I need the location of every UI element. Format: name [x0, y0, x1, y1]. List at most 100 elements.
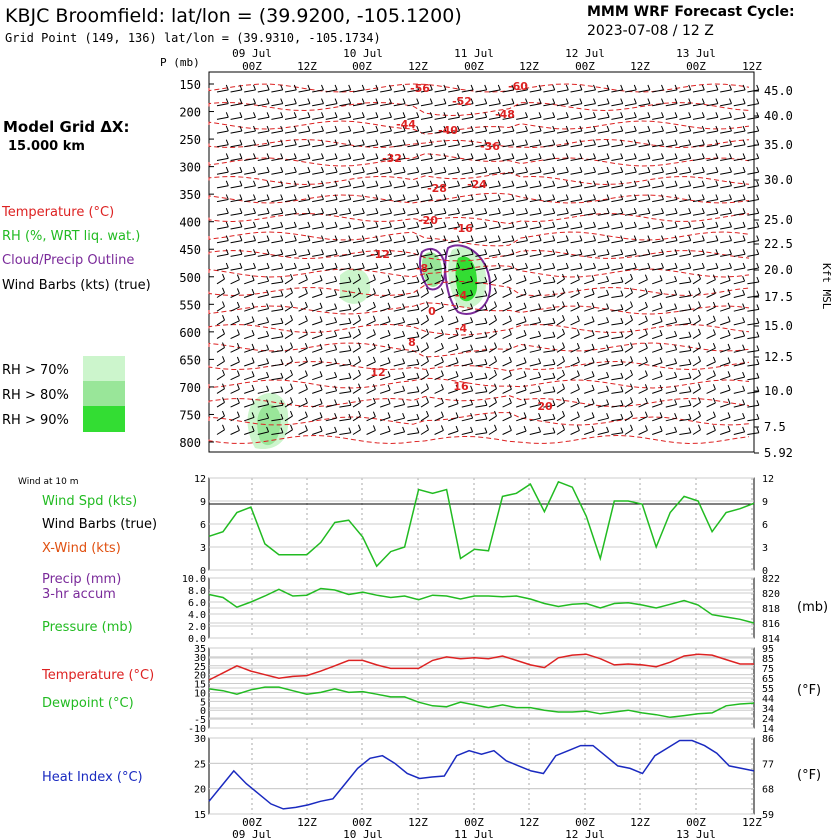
- wind-barb: [720, 235, 732, 244]
- wind-barb: [543, 180, 556, 189]
- wind-barb: [230, 329, 240, 340]
- wind-barb: [298, 343, 308, 353]
- wind-barb: [733, 344, 746, 353]
- height-tick-label: 10.0: [764, 384, 793, 398]
- wind-barb: [230, 180, 243, 189]
- wind-barb: [706, 84, 719, 93]
- wind-barb: [393, 208, 406, 216]
- isotherm-label: -36: [480, 140, 500, 153]
- wind-barb: [720, 357, 731, 367]
- wind-barb: [461, 276, 474, 285]
- pressure-unit-label: (mb): [797, 600, 828, 615]
- wind-barb: [638, 180, 651, 189]
- wind-barb: [339, 317, 352, 326]
- wind-barb: [543, 400, 556, 408]
- wind-barb: [461, 262, 474, 271]
- wind-barb: [434, 153, 447, 161]
- wind-barb: [638, 235, 651, 244]
- wind-barb: [597, 385, 610, 394]
- bottom-hour-label: 00Z: [575, 816, 595, 829]
- wind-barb: [312, 221, 324, 230]
- wind-barb: [584, 316, 595, 326]
- wind-barb: [352, 369, 361, 381]
- wind-barb: [230, 84, 243, 93]
- isotherm-label: -48: [495, 108, 515, 121]
- wind-barb: [366, 301, 376, 312]
- pressure-tick-label: 750: [179, 408, 201, 422]
- wind-barb: [434, 384, 444, 394]
- wind-barb: [284, 153, 297, 161]
- wind-barb: [502, 356, 512, 367]
- wind-barb: [230, 411, 240, 422]
- wind-barb: [448, 166, 460, 175]
- wind-barb: [733, 358, 746, 367]
- wind-barb: [665, 153, 678, 161]
- pressure-tick-label: 816: [762, 619, 780, 630]
- wind-barb: [420, 328, 429, 340]
- wind-barb: [407, 208, 420, 216]
- isotherm-label: -40: [438, 124, 458, 137]
- wind-barb: [366, 235, 379, 244]
- wind-barb: [570, 262, 583, 271]
- wind-barb: [434, 397, 444, 408]
- temp-f-tick-label: 95: [762, 644, 774, 655]
- wind-barb: [570, 180, 583, 189]
- wind-barb: [352, 273, 361, 285]
- wind-barb: [584, 384, 595, 394]
- wind-barb: [516, 84, 528, 93]
- isotherm-label: -44: [396, 118, 416, 131]
- wind-barb: [529, 289, 542, 298]
- precip-tick-label: 8.0: [188, 586, 206, 597]
- wind-barb: [543, 84, 556, 93]
- wind-barb: [624, 84, 637, 93]
- wind-barb: [352, 98, 365, 107]
- wind-barb: [216, 262, 229, 271]
- wind-barb: [611, 276, 624, 285]
- wind-barb: [624, 194, 637, 203]
- wind-barb: [570, 425, 580, 435]
- wind-barb: [475, 139, 488, 148]
- wind-barb: [339, 331, 352, 340]
- heat-c-tick-label: 25: [194, 759, 206, 770]
- wind-barb: [475, 400, 488, 408]
- wind-barb: [393, 399, 406, 408]
- bottom-hour-label: 00Z: [464, 816, 484, 829]
- temp-c-tick-label: 15: [194, 680, 206, 691]
- pressure-tick-label: 550: [179, 298, 201, 312]
- pressure-tick-label: 700: [179, 381, 201, 395]
- wind-barb: [597, 112, 610, 120]
- wind-barb: [624, 262, 637, 271]
- wind-barb: [502, 98, 515, 107]
- wind-barb: [475, 153, 488, 161]
- wind-barb: [352, 84, 365, 93]
- wind-barb: [584, 412, 595, 422]
- wind-barb: [271, 139, 284, 148]
- wind-barb: [624, 98, 637, 107]
- wind-barb: [257, 303, 270, 312]
- bottom-date-label: 10 Jul: [343, 828, 383, 840]
- temp-c-tick-label: -5: [194, 715, 206, 726]
- wind-barb: [284, 328, 293, 340]
- wind-barb: [692, 397, 701, 408]
- wind-barb: [706, 384, 716, 394]
- wind-barb: [298, 125, 311, 134]
- wind-barb: [366, 166, 379, 175]
- wind-barb: [312, 139, 324, 148]
- top-hour-label: 12Z: [519, 60, 539, 73]
- wind-barb: [720, 166, 732, 175]
- wind-barb: [216, 98, 229, 107]
- wind-barb: [434, 288, 444, 298]
- wind-barb: [692, 315, 701, 326]
- wind-barb: [448, 153, 460, 161]
- wind-barb: [747, 84, 760, 93]
- wind-barb: [325, 399, 338, 408]
- wind-barb: [706, 425, 716, 435]
- wind-barb: [611, 290, 624, 298]
- wind-barb: [720, 221, 732, 230]
- wind-barb: [570, 194, 583, 203]
- pressure-tick-label: 818: [762, 604, 780, 615]
- wind-barb: [271, 427, 284, 435]
- wind-barb: [380, 125, 392, 134]
- wind-barb: [747, 290, 760, 298]
